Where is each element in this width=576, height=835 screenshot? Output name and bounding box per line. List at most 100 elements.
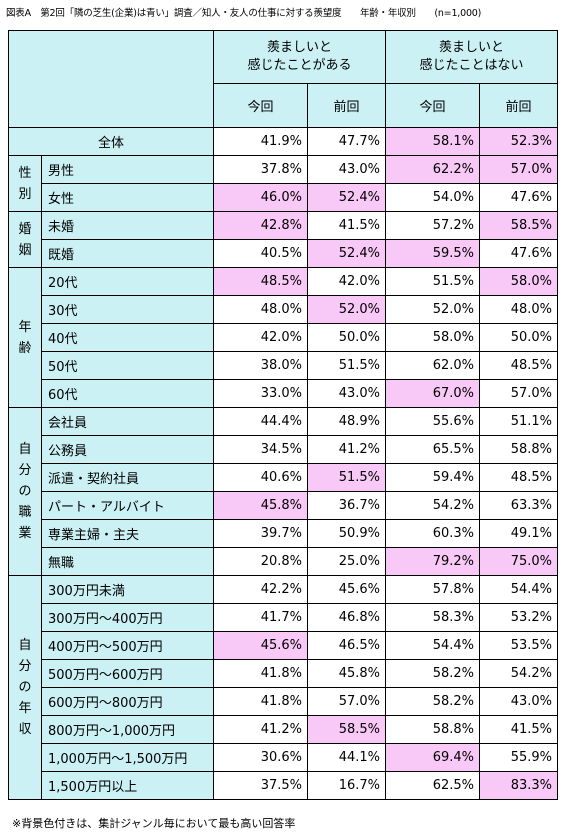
value-envious-previous: 51.5% <box>307 463 386 492</box>
value-not-envious-previous: 57.0% <box>479 379 558 408</box>
value-not-envious-previous: 58.5% <box>479 211 558 240</box>
value-envious-previous: 47.7% <box>307 127 386 156</box>
footnote: ※背景色付きは、集計ジャンル毎において最も高い回答率 <box>12 817 296 830</box>
group-label-char: 自 <box>18 638 32 653</box>
value-not-envious-current: 69.4% <box>385 743 480 772</box>
group-label-char: 年 <box>18 319 32 335</box>
header-envious: 羨ましいと 感じたことがある <box>213 30 386 84</box>
row-label: 公務員 <box>41 435 214 464</box>
value-envious-previous: 25.0% <box>307 547 386 576</box>
group-label-char: 年 <box>18 701 32 716</box>
table-row: 自分の職業会社員 44.4% 48.9% 55.6% 51.1% <box>8 407 558 576</box>
row-label: 1,500万円以上 <box>41 771 214 800</box>
header-not-envious: 羨ましいと 感じたことはない <box>385 30 558 84</box>
header-corner <box>8 30 214 128</box>
group-label-char: 自 <box>18 442 32 457</box>
group-label-char: 姻 <box>18 242 32 258</box>
value-envious-current: 41.7% <box>213 603 308 632</box>
value-envious-previous: 36.7% <box>307 491 386 520</box>
value-not-envious-previous: 55.9% <box>479 743 558 772</box>
value-envious-current: 33.0% <box>213 379 308 408</box>
value-envious-previous: 46.5% <box>307 631 386 660</box>
table-row: 既婚 40.5% 52.4% 59.5% 47.6% <box>9 239 558 268</box>
value-not-envious-previous: 58.0% <box>479 267 558 296</box>
row-label: 未婚 <box>41 211 214 240</box>
header-previous-2: 前回 <box>479 83 558 128</box>
table-row: 1,000万円～1,500万円 30.6% 44.1% 69.4% 55.9% <box>9 743 558 772</box>
value-envious-previous: 45.8% <box>307 659 386 688</box>
value-envious-previous: 50.9% <box>307 519 386 548</box>
value-not-envious-current: 54.2% <box>385 491 480 520</box>
value-not-envious-current: 57.2% <box>385 211 480 240</box>
value-not-envious-current: 55.6% <box>385 407 480 436</box>
value-not-envious-previous: 43.0% <box>479 687 558 716</box>
row-label: パート・アルバイト <box>41 491 214 520</box>
row-label: 無職 <box>41 547 214 576</box>
value-envious-current: 40.6% <box>213 463 308 492</box>
value-envious-current: 41.9% <box>213 127 308 156</box>
header-envious-line1: 羨ましいと <box>266 40 332 55</box>
value-not-envious-current: 59.4% <box>385 463 480 492</box>
value-not-envious-current: 58.0% <box>385 323 480 352</box>
figure-title: 図表A 第2回「隣の芝生(企業)は青い」調査／知人・友人の仕事に対する羨望度 年… <box>6 8 482 19</box>
value-envious-previous: 41.2% <box>307 435 386 464</box>
value-not-envious-previous: 83.3% <box>479 771 558 800</box>
group-label: 婚姻 <box>8 211 42 268</box>
value-envious-previous: 48.9% <box>307 407 386 436</box>
value-not-envious-current: 58.2% <box>385 687 480 716</box>
table-row: 800万円～1,000万円 41.2% 58.5% 58.8% 41.5% <box>9 715 558 744</box>
table-row: 年齢 20代 48.5% 42.0% 51.5% 58.0% <box>8 267 558 408</box>
table-row: 婚姻未婚 42.8% 41.5% 57.2% 58.5% <box>8 211 558 268</box>
value-envious-current: 41.8% <box>213 687 308 716</box>
value-envious-previous: 42.0% <box>307 267 386 296</box>
value-not-envious-current: 54.0% <box>385 183 480 212</box>
value-not-envious-previous: 48.5% <box>479 351 558 380</box>
value-not-envious-previous: 57.0% <box>479 155 558 184</box>
table-row: 50代 38.0% 51.5% 62.0% 48.5% <box>9 351 558 380</box>
table-row: 派遣・契約社員 40.6% 51.5% 59.4% 48.5% <box>9 463 558 492</box>
value-not-envious-current: 58.3% <box>385 603 480 632</box>
row-label: 500万円～600万円 <box>41 659 214 688</box>
value-not-envious-current: 60.3% <box>385 519 480 548</box>
value-envious-previous: 41.5% <box>307 211 386 240</box>
table-row: 無職 20.8% 25.0% 79.2% 75.0% <box>9 547 558 576</box>
group-label: 性別 <box>8 155 42 212</box>
table-row: 60代 33.0% 43.0% 67.0% 57.0% <box>9 379 558 408</box>
header-current-2: 今回 <box>385 83 480 128</box>
survey-table-body: 羨ましいと 感じたことがある 羨ましいと 感じたことはない 今回 前回 今回 前… <box>8 30 558 800</box>
table-row: 500万円～600万円 41.8% 45.8% 58.2% 54.2% <box>9 659 558 688</box>
value-envious-previous: 45.6% <box>307 575 386 604</box>
header-previous-1: 前回 <box>307 83 386 128</box>
value-envious-current: 48.0% <box>213 295 308 324</box>
group-label: 自分の職業 <box>8 407 42 576</box>
group-label-char: 収 <box>18 722 32 737</box>
value-not-envious-previous: 58.8% <box>479 435 558 464</box>
header-not-envious-line2: 感じたことはない <box>419 58 524 73</box>
table-row: 300万円～400万円 41.7% 46.8% 58.3% 53.2% <box>9 603 558 632</box>
value-envious-current: 37.8% <box>213 155 308 184</box>
value-not-envious-current: 62.2% <box>385 155 480 184</box>
row-label: 専業主婦・主夫 <box>41 519 214 548</box>
value-envious-current: 30.6% <box>213 743 308 772</box>
value-envious-previous: 16.7% <box>307 771 386 800</box>
value-envious-current: 40.5% <box>213 239 308 268</box>
header-not-envious-line1: 羨ましいと <box>438 40 504 55</box>
row-label: 既婚 <box>41 239 214 268</box>
group-label: 自分の年収 <box>8 575 42 800</box>
table-row-total: 全体 41.9% 47.7% 58.1% 52.3% <box>8 127 558 156</box>
value-envious-current: 34.5% <box>213 435 308 464</box>
table-row: 専業主婦・主夫 39.7% 50.9% 60.3% 49.1% <box>9 519 558 548</box>
table-row: 公務員 34.5% 41.2% 65.5% 58.8% <box>9 435 558 464</box>
value-not-envious-current: 62.5% <box>385 771 480 800</box>
value-envious-previous: 43.0% <box>307 379 386 408</box>
table-row: 女性 46.0% 52.4% 54.0% 47.6% <box>9 183 558 212</box>
value-envious-current: 42.0% <box>213 323 308 352</box>
row-label: 会社員 <box>41 407 214 436</box>
value-envious-previous: 50.0% <box>307 323 386 352</box>
table-row: 600万円～800万円 41.8% 57.0% 58.2% 43.0% <box>9 687 558 716</box>
group-label-char: 業 <box>18 526 32 541</box>
group-label-char: 性 <box>18 165 32 181</box>
value-envious-current: 45.8% <box>213 491 308 520</box>
value-not-envious-previous: 53.2% <box>479 603 558 632</box>
value-envious-current: 41.8% <box>213 659 308 688</box>
